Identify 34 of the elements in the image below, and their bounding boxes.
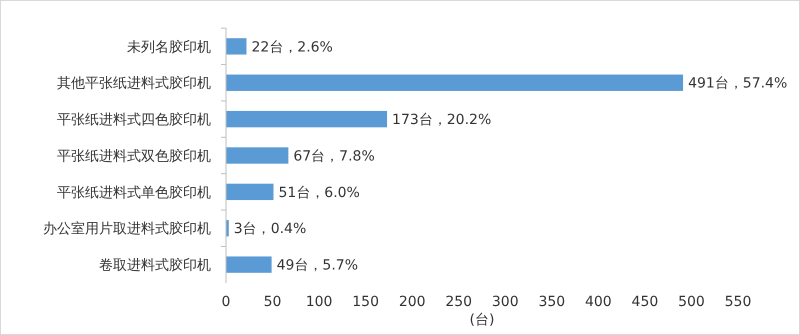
y-tick-label: 平张纸进料式单色胶印机 bbox=[57, 184, 211, 201]
data-label: 3台，0.4% bbox=[234, 221, 306, 238]
x-tick-label: 50 bbox=[264, 294, 282, 310]
data-label: 51台，6.0% bbox=[278, 184, 360, 201]
x-tick-label: 550 bbox=[724, 294, 752, 310]
x-tick-label: 350 bbox=[538, 294, 566, 310]
x-tick-label: 0 bbox=[222, 294, 230, 310]
bar bbox=[226, 38, 246, 55]
y-tick-label: 办公室用片取进料式胶印机 bbox=[43, 221, 211, 238]
x-tick-label: 150 bbox=[352, 294, 380, 310]
x-tick-label: 400 bbox=[584, 294, 612, 310]
bar bbox=[226, 74, 684, 91]
x-axis-title: (台) bbox=[470, 312, 494, 328]
bar bbox=[226, 220, 229, 236]
data-label: 22台，2.6% bbox=[251, 39, 333, 56]
x-tick-label: 100 bbox=[306, 294, 332, 310]
y-tick-label: 平张纸进料式双色胶印机 bbox=[57, 148, 211, 164]
bar bbox=[226, 184, 274, 200]
bar bbox=[226, 147, 288, 164]
x-tick-label: 250 bbox=[445, 294, 472, 310]
data-label: 49台，5.7% bbox=[276, 258, 358, 274]
data-label: 67台，7.8% bbox=[293, 148, 375, 164]
x-tick-label: 500 bbox=[678, 294, 705, 310]
y-tick-label: 平张纸进料式四色胶印机 bbox=[57, 112, 211, 128]
data-label: 491台，57.4% bbox=[688, 76, 788, 92]
x-tick-label: 300 bbox=[492, 294, 519, 310]
x-tick-label: 200 bbox=[398, 294, 426, 310]
bar bbox=[226, 256, 272, 273]
y-tick-label: 其他平张纸进料式胶印机 bbox=[57, 76, 211, 92]
data-label: 173台，20.2% bbox=[392, 112, 492, 128]
y-tick-label: 未列名胶印机 bbox=[127, 39, 211, 56]
bar bbox=[226, 110, 388, 128]
x-tick-label: 450 bbox=[632, 294, 658, 310]
y-tick-label: 卷取进料式胶印机 bbox=[99, 258, 211, 274]
